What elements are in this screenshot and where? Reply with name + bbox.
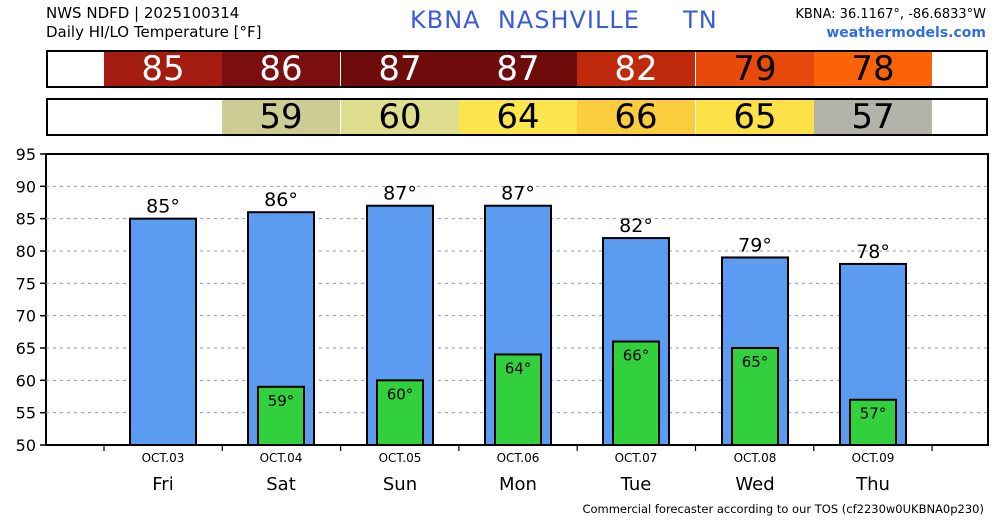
date-label: OCT.08 xyxy=(734,451,777,465)
chart-subtitle: Daily HI/LO Temperature [°F] xyxy=(46,23,262,41)
y-tick-label: 75 xyxy=(16,274,36,293)
day-label: Thu xyxy=(855,474,890,495)
low-temp-cell: 66 xyxy=(577,97,695,137)
high-temp-label: 86° xyxy=(264,189,298,211)
date-label: OCT.03 xyxy=(142,451,185,465)
high-temp-cell: 82 xyxy=(577,49,695,89)
y-tick-label: 70 xyxy=(16,307,36,326)
high-temp-cell: 79 xyxy=(696,49,814,89)
source-label: NWS NDFD | 2025100314 xyxy=(46,4,240,22)
low-temp-cell: 65 xyxy=(696,97,814,137)
low-temp-cell: 60 xyxy=(341,97,459,137)
high-temp-label: 85° xyxy=(146,196,180,218)
site-link[interactable]: weathermodels.com xyxy=(826,25,986,41)
y-tick-label: 95 xyxy=(16,145,36,164)
date-label: OCT.05 xyxy=(379,451,422,465)
day-label: Mon xyxy=(499,474,537,495)
station-coords: KBNA: 36.1167°, -86.6833°W xyxy=(795,7,986,22)
y-tick-label: 90 xyxy=(16,177,36,196)
date-label: OCT.07 xyxy=(615,451,658,465)
high-temp-cell: 78 xyxy=(814,49,932,89)
header-left: NWS NDFD | 2025100314 Daily HI/LO Temper… xyxy=(46,4,262,42)
low-temp-label: 66° xyxy=(623,347,650,365)
low-temp-label: 59° xyxy=(268,392,295,410)
date-label: OCT.04 xyxy=(260,451,303,465)
high-temp-cell: 86 xyxy=(222,49,340,89)
date-label: OCT.09 xyxy=(852,451,895,465)
y-tick-label: 65 xyxy=(16,339,36,358)
y-tick-label: 80 xyxy=(16,242,36,261)
high-temp-label: 78° xyxy=(856,241,890,263)
station-title: KBNA NASHVILLE TN xyxy=(410,6,718,34)
date-label: OCT.06 xyxy=(497,451,540,465)
low-temp-cell: 64 xyxy=(459,97,577,137)
footer-note: Commercial forecaster according to our T… xyxy=(582,502,984,516)
day-label: Sun xyxy=(383,474,417,495)
y-tick-label: 85 xyxy=(16,210,36,229)
low-temp-bar xyxy=(612,340,660,446)
day-label: Wed xyxy=(735,474,774,495)
high-temp-cell: 87 xyxy=(459,49,577,89)
day-label: Tue xyxy=(620,474,652,495)
low-temp-label: 65° xyxy=(742,353,769,371)
low-temp-label: 64° xyxy=(505,359,532,377)
header-right: KBNA: 36.1167°, -86.6833°W weathermodels… xyxy=(795,5,986,43)
high-temp-cell: 85 xyxy=(104,49,222,89)
high-temp-cell: 87 xyxy=(341,49,459,89)
low-temp-label: 60° xyxy=(387,385,414,403)
low-temp-label: 57° xyxy=(860,405,887,423)
y-tick-label: 60 xyxy=(16,371,36,390)
low-temp-cell: 59 xyxy=(222,97,340,137)
high-temp-label: 79° xyxy=(738,234,772,256)
high-temp-bar xyxy=(129,217,197,446)
high-temp-label: 87° xyxy=(383,183,417,205)
low-temp-cell: 57 xyxy=(814,97,932,137)
high-temp-label: 87° xyxy=(501,183,535,205)
low-temp-cell xyxy=(104,100,222,134)
day-label: Sat xyxy=(266,474,296,495)
low-temp-bar xyxy=(376,379,424,447)
day-label: Fri xyxy=(152,474,173,495)
y-tick-label: 50 xyxy=(16,436,36,455)
low-temp-bar xyxy=(257,385,305,446)
low-temp-bar xyxy=(849,398,897,447)
low-temp-strip: 59 60 64 66 65 57 xyxy=(46,97,988,137)
y-tick-label: 55 xyxy=(16,404,36,423)
high-temp-strip: 85 86 87 87 82 79 78 xyxy=(46,49,988,89)
low-temp-bar xyxy=(494,353,542,447)
high-temp-label: 82° xyxy=(619,215,653,237)
low-temp-bar xyxy=(731,347,779,446)
